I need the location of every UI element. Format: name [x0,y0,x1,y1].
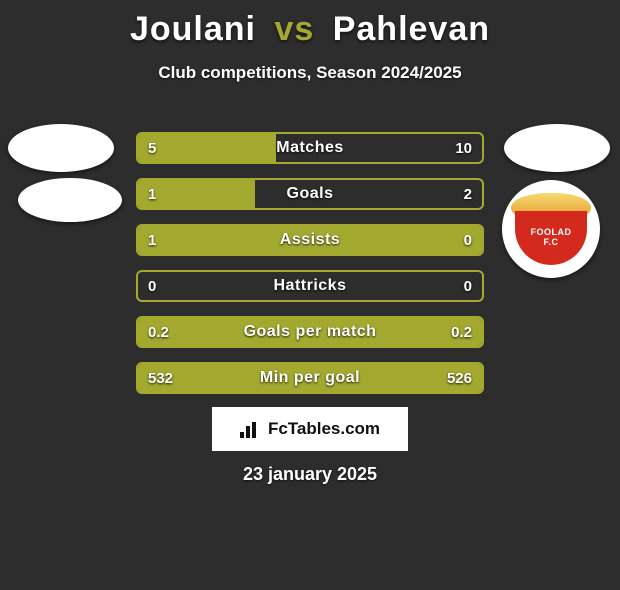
stat-bars: 510Matches 12Goals 10Assists 0 0Hattricks 0.2… [136,132,484,408]
bar-fill-right [311,364,482,392]
stat-right-value: 0 [464,272,472,300]
bar-fill-right [310,318,482,346]
stat-bar: 0 0Hattricks [136,270,484,302]
player1-avatar [8,124,114,172]
bar-fill-left [138,364,311,392]
bar-fill-left [138,226,482,254]
club-badge-text: FOOLAD F.C [531,228,572,248]
player2-name: Pahlevan [333,10,490,48]
stat-left-value: 0 [148,272,156,300]
bar-fill-left [138,318,310,346]
bar-fill-left [138,180,255,208]
player1-club-badge [18,178,122,222]
stat-bar: 532526Min per goal [136,362,484,394]
stat-bar: 10Assists [136,224,484,256]
branding: FcTables.com [212,407,408,451]
bar-fill-left [138,134,276,162]
stat-right-value: 10 [455,134,472,162]
player2-club-badge: FOOLAD F.C [502,180,600,278]
player1-name: Joulani [130,10,256,48]
subtitle: Club competitions, Season 2024/2025 [0,63,620,83]
brand-text: FcTables.com [268,419,380,439]
stat-bar: 0.20.2Goals per match [136,316,484,348]
vs-label: vs [274,10,314,48]
comparison-title: Joulani vs Pahlevan [0,10,620,49]
club-badge-body: FOOLAD F.C [515,211,587,265]
stat-bar: 12Goals [136,178,484,210]
stat-bar: 510Matches [136,132,484,164]
stat-right-value: 2 [464,180,472,208]
bar-chart-icon [240,420,262,438]
club-badge-inner: FOOLAD F.C [511,189,591,269]
player2-avatar [504,124,610,172]
stat-label: Hattricks [138,272,482,300]
date-label: 23 january 2025 [0,464,620,485]
